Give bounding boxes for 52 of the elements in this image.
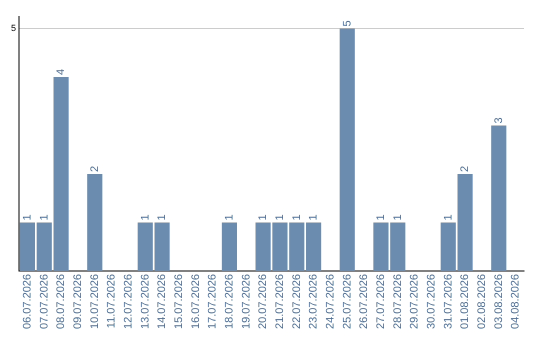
x-tick-label: 31.07.2026 (442, 274, 454, 330)
x-tick-label: 20.07.2026 (257, 274, 270, 330)
bar (256, 222, 271, 271)
data-label: 1 (139, 214, 152, 220)
x-tick-label: 29.07.2026 (408, 274, 421, 330)
x-tick-label: 30.07.2026 (425, 274, 438, 330)
data-label: 4 (55, 68, 68, 76)
x-tick-label: 19.07.2026 (240, 274, 252, 330)
x-tick-label: 09.07.2026 (72, 274, 84, 330)
x-tick-label: 26.07.2026 (358, 274, 370, 330)
x-tick-label: 02.08.2026 (476, 274, 488, 330)
bar (222, 222, 237, 271)
bar (340, 28, 355, 271)
data-label: 3 (492, 117, 505, 124)
bar (87, 174, 102, 271)
data-label: 2 (88, 166, 101, 172)
data-label: 1 (223, 214, 236, 220)
data-label: 1 (38, 214, 50, 220)
x-tick-label: 06.07.2026 (21, 274, 34, 330)
data-label: 5 (341, 20, 354, 27)
data-label: 1 (308, 214, 320, 220)
x-tick-label: 03.08.2026 (492, 274, 505, 330)
x-tick-label: 16.07.2026 (190, 274, 202, 330)
x-tick-label: 28.07.2026 (392, 274, 404, 330)
x-tick-label: 25.07.2026 (341, 274, 354, 330)
x-tick-label: 04.08.2026 (510, 274, 522, 330)
x-tick-label: 27.07.2026 (374, 274, 387, 330)
x-tick-label: 01.08.2026 (459, 274, 472, 330)
x-tick-label: 15.07.2026 (172, 274, 185, 330)
x-tick-label: 07.07.2026 (38, 274, 50, 330)
x-tick-label: 24.07.2026 (324, 274, 336, 330)
data-label: 1 (374, 214, 387, 220)
x-tick-label: 14.07.2026 (156, 274, 168, 330)
x-tick-label: 18.07.2026 (223, 274, 236, 330)
x-tick-label: 08.07.2026 (55, 274, 68, 330)
x-tick-label: 23.07.2026 (308, 274, 320, 330)
x-tick-label: 10.07.2026 (88, 274, 101, 330)
bar (491, 125, 506, 271)
x-tick-label: 22.07.2026 (290, 274, 303, 330)
x-tick-label: 17.07.2026 (206, 274, 219, 330)
data-label: 1 (290, 214, 303, 220)
x-tick-label: 21.07.2026 (274, 274, 286, 330)
x-tick-label: 12.07.2026 (122, 274, 134, 330)
data-label: 1 (257, 214, 270, 220)
x-tick-label: 13.07.2026 (139, 274, 152, 330)
data-label: 1 (21, 214, 34, 220)
data-label: 1 (156, 214, 168, 220)
data-label: 2 (459, 166, 472, 172)
data-label: 1 (274, 214, 286, 220)
data-label: 1 (442, 214, 454, 220)
data-label: 1 (392, 214, 404, 220)
x-tick-label: 11.07.2026 (106, 274, 118, 328)
